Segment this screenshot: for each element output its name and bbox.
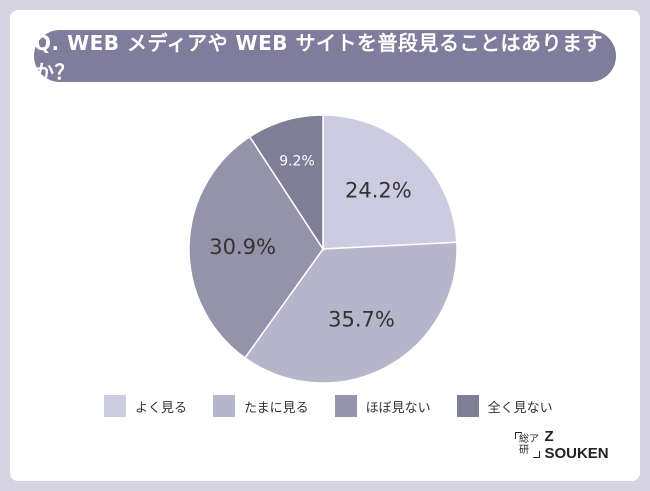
legend-swatch-2 <box>213 395 236 417</box>
logo-text: Z SOUKEN <box>544 428 609 462</box>
legend-item-4: 全く見ない <box>456 395 553 417</box>
legend-label-3: ほぼ見ない <box>365 400 431 416</box>
pie-slice-label-1: 24.2% <box>345 179 412 203</box>
legend-item-3: ほぼ見ない <box>334 395 431 417</box>
legend-item-2: たまに見る <box>213 395 309 417</box>
legend-item-1: よく見る <box>104 395 187 417</box>
logo-mark-line1: 総ア <box>519 434 539 445</box>
legend-swatch-3 <box>334 395 357 417</box>
pie-slice-label-4: 9.2% <box>279 154 315 170</box>
zsouken-logo: 総ア 研 Z SOUKEN <box>515 428 615 462</box>
pie-slice-4 <box>248 114 324 252</box>
chart-legend: よく見る たまに見る ほぼ見ない 全く見ない <box>104 393 579 419</box>
legend-label-4: 全く見ない <box>487 400 553 416</box>
pie-slice-label-3: 30.9% <box>209 235 276 259</box>
legend-swatch-1 <box>104 395 126 417</box>
pie-slice-1 <box>322 114 458 250</box>
logo-mark-icon: 総ア 研 <box>515 432 541 458</box>
legend-label-1: よく見る <box>135 400 188 416</box>
pie-slice-3 <box>188 135 324 359</box>
logo-mark-line2: 研 <box>519 445 529 456</box>
legend-swatch-4 <box>456 395 479 417</box>
pie-slice-label-2: 35.7% <box>328 308 395 332</box>
legend-label-2: たまに見る <box>244 400 309 416</box>
pie-slice-2 <box>243 241 458 384</box>
chart-title: Q. WEB メディアや WEB サイトを普段見ることはありますか？ <box>34 30 616 84</box>
